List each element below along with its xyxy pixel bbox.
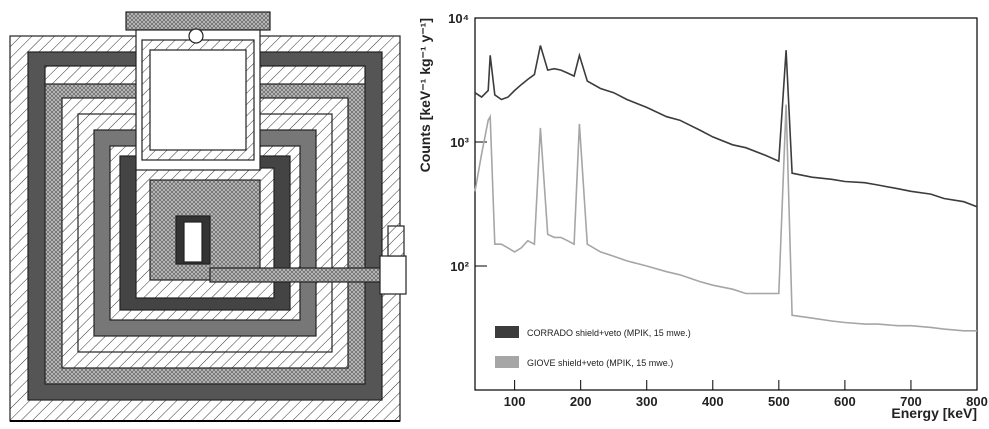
y-tick-label: 10³ bbox=[450, 135, 469, 150]
x-tick-label: 100 bbox=[504, 394, 526, 409]
legend-label: CORRADO shield+veto (MPIK, 15 mwe.) bbox=[527, 328, 691, 338]
x-axis-label: Energy [keV] bbox=[891, 405, 977, 421]
plot-frame bbox=[474, 17, 978, 391]
legend-label: GIOVE shield+veto (MPIK, 15 mwe.) bbox=[527, 358, 673, 368]
series-line bbox=[474, 104, 977, 332]
spectrum-chart: 100 200 300 400 500 600 700 800 10² 10³ 10⁴ Energy … bbox=[417, 11, 988, 421]
x-tick-label: 200 bbox=[570, 394, 592, 409]
x-tick-label: 300 bbox=[636, 394, 658, 409]
x-tick-label: 500 bbox=[768, 394, 790, 409]
y-tick-label: 10⁴ bbox=[448, 11, 469, 26]
y-axis-label: Counts [keV⁻¹ kg⁻¹ y⁻¹] bbox=[417, 18, 433, 172]
legend-swatch bbox=[495, 356, 519, 368]
shield-drawing bbox=[9, 11, 407, 422]
x-tick-label: 600 bbox=[834, 394, 856, 409]
x-tick-label: 400 bbox=[702, 394, 724, 409]
legend-swatch bbox=[495, 326, 519, 338]
series-line bbox=[474, 45, 978, 208]
y-tick-label: 10² bbox=[450, 259, 469, 274]
x-tick-label: 800 bbox=[966, 394, 988, 409]
x-tick-label: 700 bbox=[900, 394, 922, 409]
